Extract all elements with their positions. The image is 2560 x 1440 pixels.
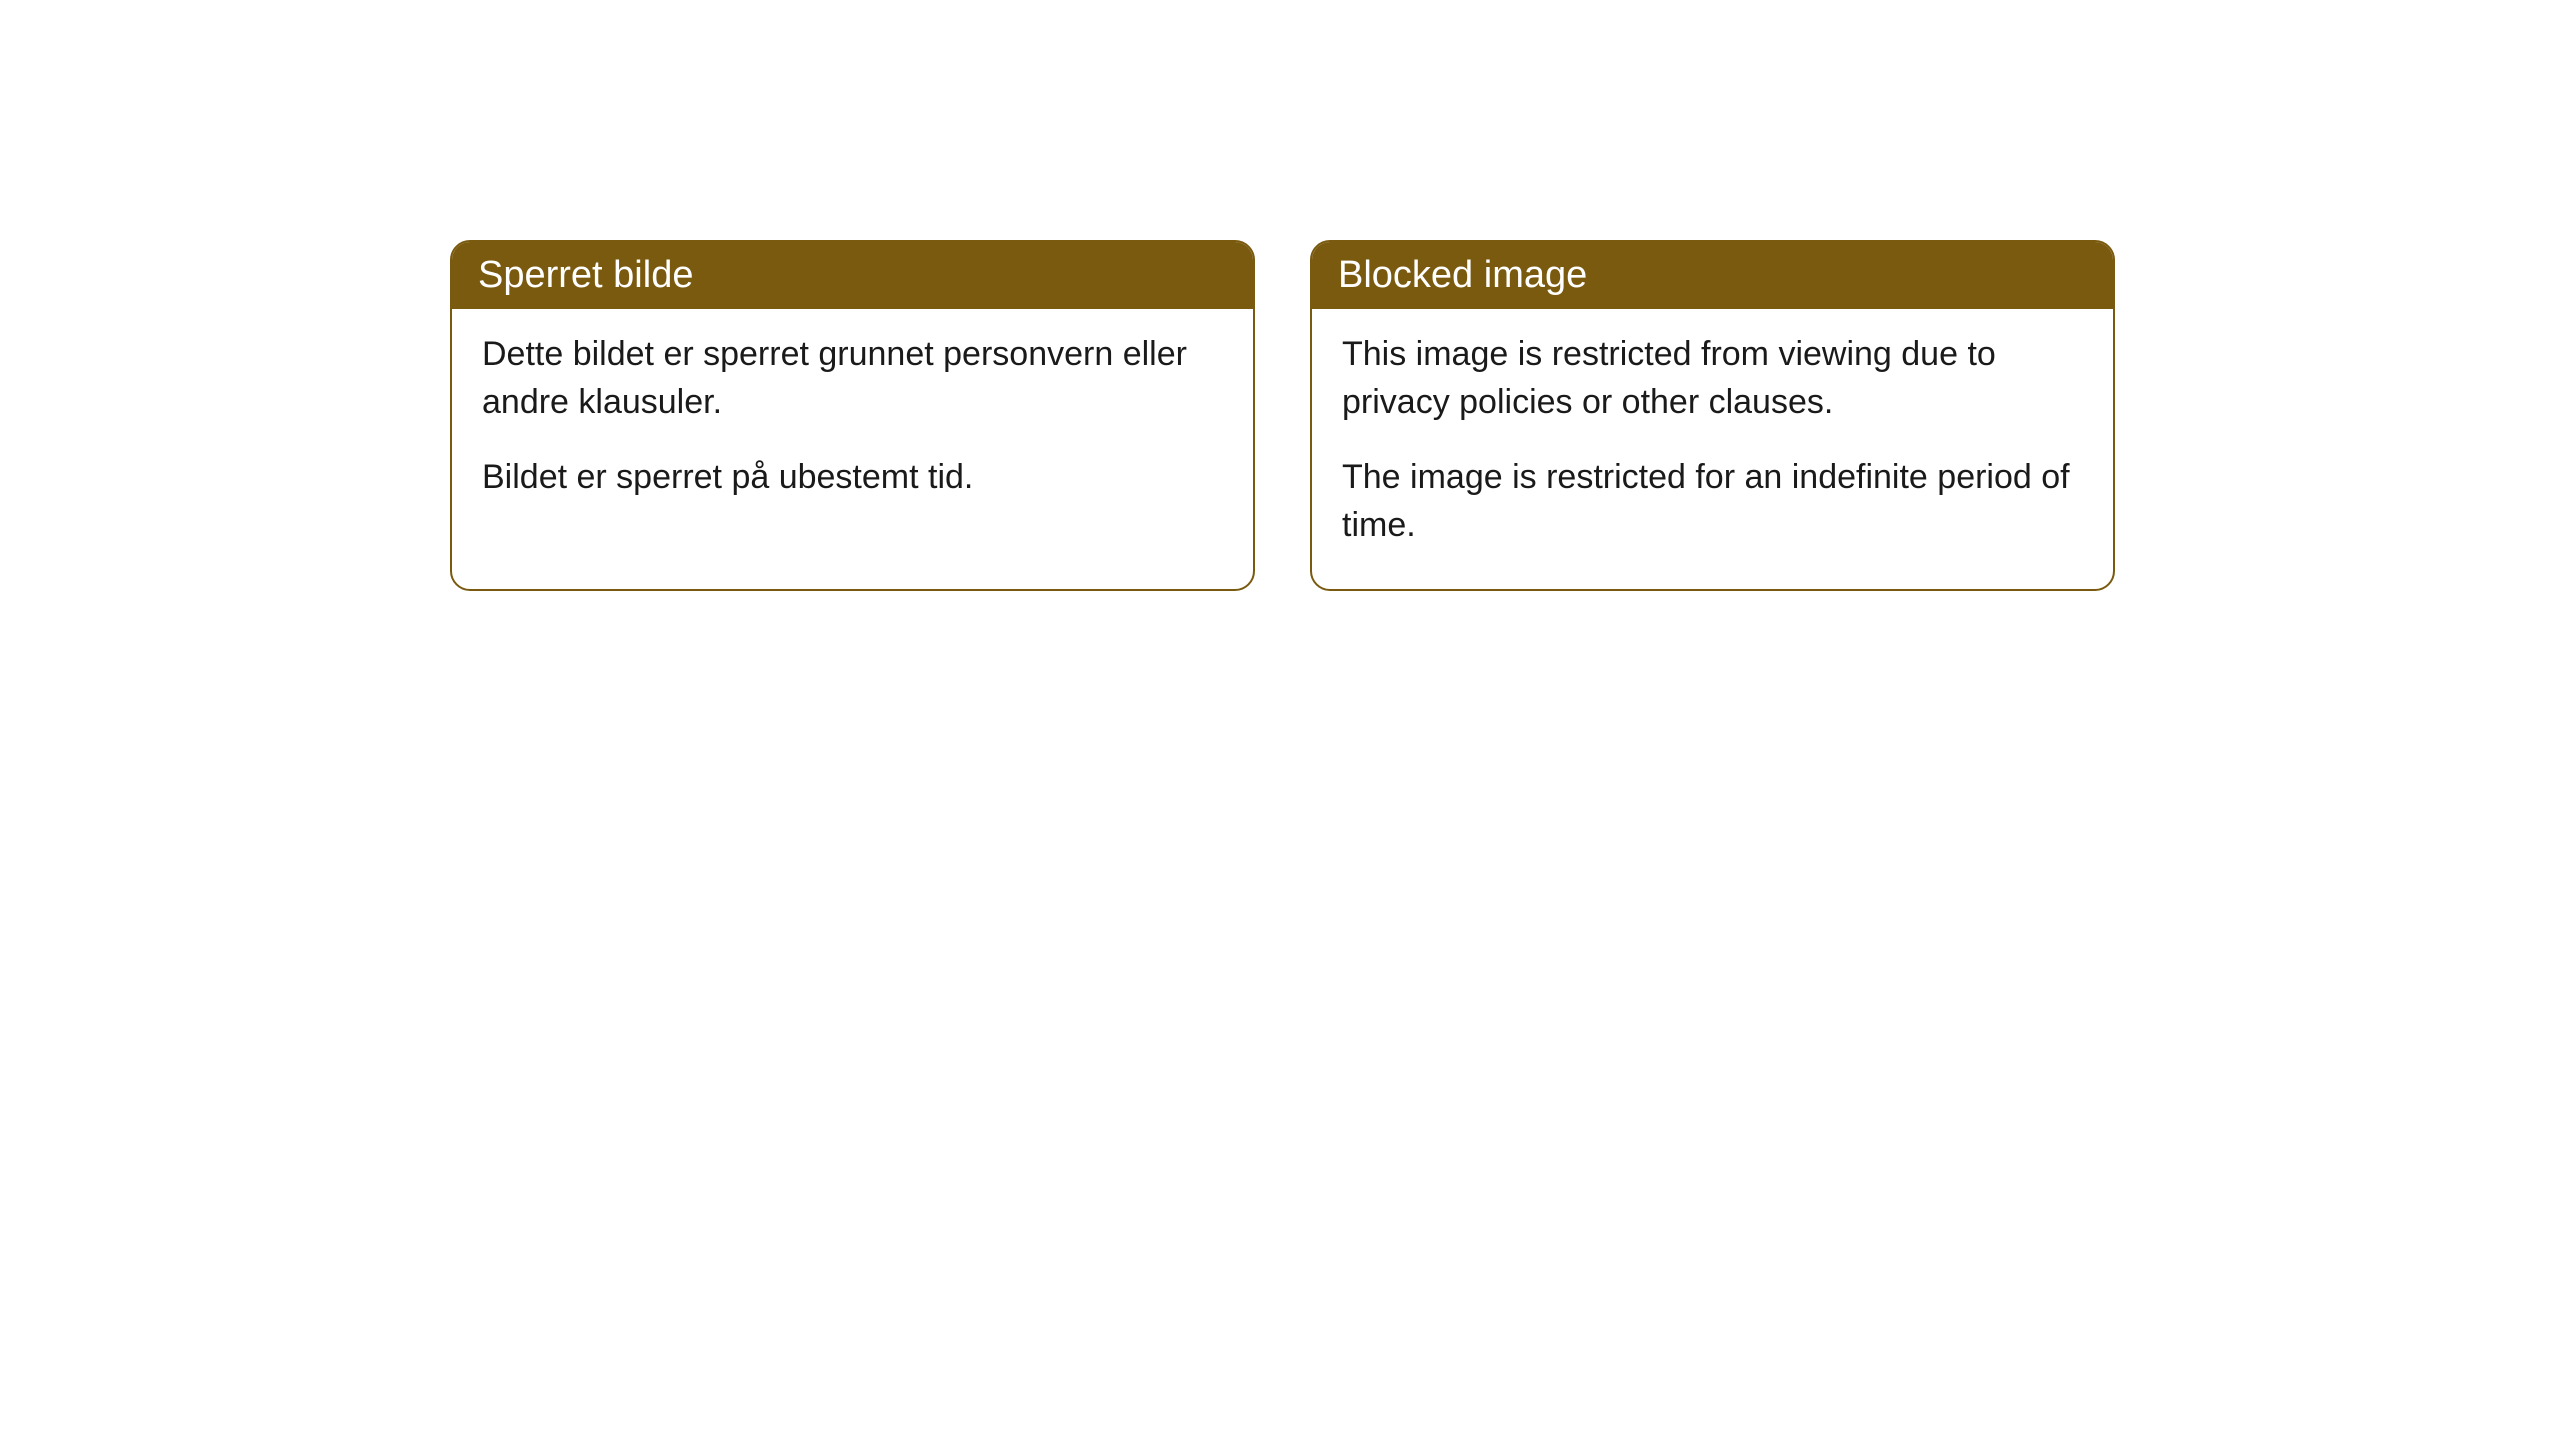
card-header-norwegian: Sperret bilde	[452, 242, 1253, 309]
blocked-image-card-english: Blocked image This image is restricted f…	[1310, 240, 2115, 591]
card-paragraph: This image is restricted from viewing du…	[1342, 331, 2083, 426]
notice-cards-container: Sperret bilde Dette bildet er sperret gr…	[0, 0, 2560, 591]
card-paragraph: Bildet er sperret på ubestemt tid.	[482, 454, 1223, 502]
blocked-image-card-norwegian: Sperret bilde Dette bildet er sperret gr…	[450, 240, 1255, 591]
card-header-english: Blocked image	[1312, 242, 2113, 309]
card-body-english: This image is restricted from viewing du…	[1312, 309, 2113, 589]
card-paragraph: The image is restricted for an indefinit…	[1342, 454, 2083, 549]
card-body-norwegian: Dette bildet er sperret grunnet personve…	[452, 309, 1253, 542]
card-paragraph: Dette bildet er sperret grunnet personve…	[482, 331, 1223, 426]
